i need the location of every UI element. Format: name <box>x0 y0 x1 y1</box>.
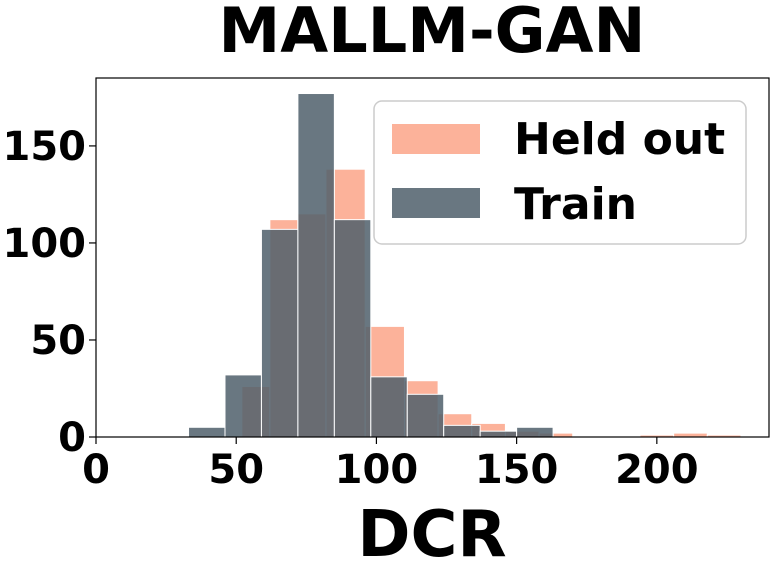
legend-label-held-out: Held out <box>514 114 725 165</box>
series-train-bars <box>188 93 554 438</box>
bar-train-4 <box>333 219 372 438</box>
chart-title: MALLM-GAN <box>219 0 646 67</box>
bar-train-7 <box>443 424 481 438</box>
bar-train-9 <box>516 426 554 438</box>
x-axis-label: DCR <box>357 498 506 561</box>
legend: Held out Train <box>373 100 747 245</box>
bar-train-2 <box>260 228 299 438</box>
legend-swatch-held-out <box>392 124 480 154</box>
bar-train-5 <box>370 376 408 438</box>
legend-swatch-train <box>392 188 480 218</box>
legend-label-train: Train <box>514 179 637 230</box>
plot-frame <box>95 77 770 438</box>
x-axis-ticks: 0 50 100 150 200 <box>82 437 699 493</box>
y-tick-label-1: 50 <box>30 318 86 364</box>
x-tick-label-1: 50 <box>208 447 264 493</box>
y-tick-label-2: 100 <box>3 221 87 267</box>
bar-train-6 <box>406 393 445 438</box>
y-axis-ticks: 0 50 100 150 <box>3 124 96 461</box>
x-tick-label-2: 100 <box>335 447 419 493</box>
y-tick-label-3: 150 <box>3 124 87 170</box>
bar-train-3 <box>297 93 335 438</box>
y-tick-label-0: 0 <box>58 415 86 461</box>
bar-train-8 <box>479 430 518 438</box>
bar-train-1 <box>224 374 262 438</box>
bar-train-0 <box>188 426 226 438</box>
x-tick-label-0: 0 <box>82 447 110 493</box>
x-tick-label-3: 150 <box>475 447 559 493</box>
x-tick-label-4: 200 <box>615 447 699 493</box>
